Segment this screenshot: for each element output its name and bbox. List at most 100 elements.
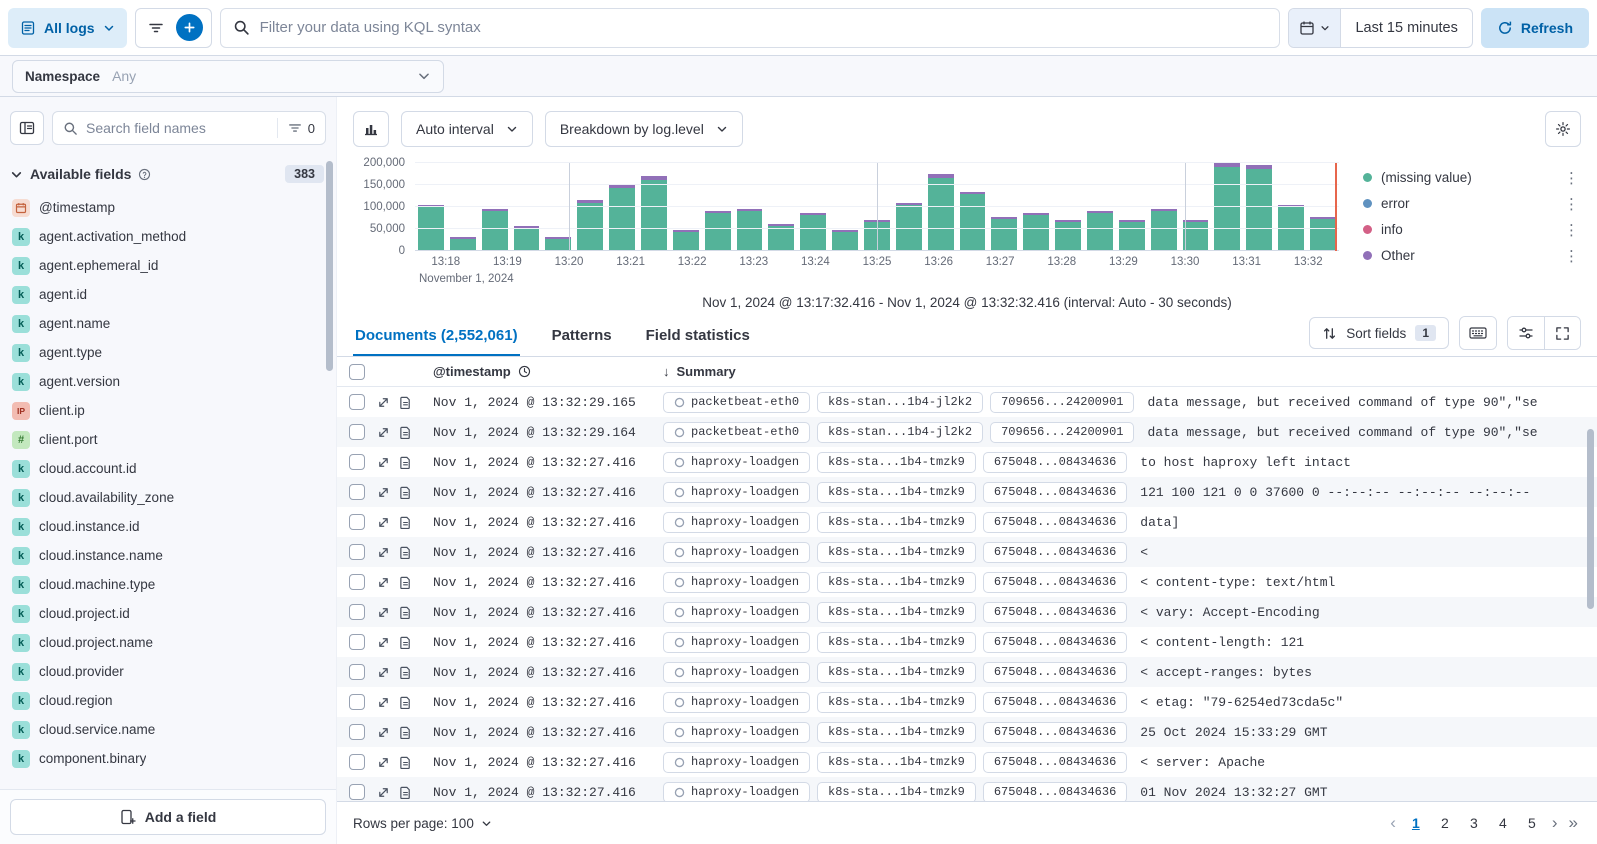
display-options-button[interactable] bbox=[1508, 317, 1544, 349]
pod-badge[interactable]: k8s-sta...1b4-tmzk9 bbox=[817, 541, 976, 563]
fullscreen-button[interactable] bbox=[1544, 317, 1580, 349]
row-checkbox[interactable] bbox=[349, 694, 365, 710]
rows-per-page-button[interactable]: Rows per page: 100 bbox=[353, 816, 492, 831]
view-document-icon[interactable] bbox=[399, 546, 412, 559]
expand-row-icon[interactable] bbox=[377, 756, 390, 769]
chart-visibility-button[interactable] bbox=[353, 111, 389, 147]
field-item-cloud.machine.type[interactable]: k cloud.machine.type bbox=[6, 570, 330, 599]
pod-badge[interactable]: k8s-stan...1b4-jl2k2 bbox=[817, 391, 984, 413]
field-item-agent.activation_method[interactable]: k agent.activation_method bbox=[6, 222, 330, 251]
tab-patterns[interactable]: Patterns bbox=[551, 327, 612, 344]
breakdown-dropdown[interactable]: Breakdown by log.level bbox=[544, 111, 743, 147]
service-badge[interactable]: haproxy-loadgen bbox=[663, 781, 811, 801]
view-document-icon[interactable] bbox=[399, 456, 412, 469]
timestamp-column-header[interactable]: @timestamp bbox=[433, 364, 663, 379]
histogram-bar[interactable] bbox=[638, 163, 670, 251]
row-checkbox[interactable] bbox=[349, 424, 365, 440]
field-search-box[interactable]: 0 bbox=[52, 111, 326, 145]
page-4-button[interactable]: 4 bbox=[1491, 810, 1515, 836]
service-badge[interactable]: haproxy-loadgen bbox=[663, 691, 811, 713]
table-row[interactable]: Nov 1, 2024 @ 13:32:27.416 haproxy-loadge… bbox=[337, 477, 1597, 507]
view-document-icon[interactable] bbox=[399, 486, 412, 499]
row-checkbox[interactable] bbox=[349, 454, 365, 470]
row-checkbox[interactable] bbox=[349, 514, 365, 530]
service-badge[interactable]: haproxy-loadgen bbox=[663, 631, 811, 653]
table-row[interactable]: Nov 1, 2024 @ 13:32:27.416 haproxy-loadge… bbox=[337, 507, 1597, 537]
field-item-cloud.instance.id[interactable]: k cloud.instance.id bbox=[6, 512, 330, 541]
select-all-checkbox[interactable] bbox=[349, 363, 365, 380]
histogram-bar[interactable] bbox=[861, 163, 893, 251]
add-filter-button[interactable] bbox=[175, 14, 203, 41]
pod-badge[interactable]: k8s-sta...1b4-tmzk9 bbox=[817, 691, 976, 713]
histogram-bar[interactable] bbox=[606, 163, 638, 251]
last-page-button[interactable]: » bbox=[1566, 813, 1581, 833]
pod-badge[interactable]: k8s-sta...1b4-tmzk9 bbox=[817, 661, 976, 683]
legend-actions-icon[interactable]: ⋮ bbox=[1564, 169, 1579, 187]
scrollbar-thumb[interactable] bbox=[1587, 429, 1594, 609]
service-badge[interactable]: haproxy-loadgen bbox=[663, 481, 811, 503]
expand-row-icon[interactable] bbox=[377, 636, 390, 649]
service-badge[interactable]: haproxy-loadgen bbox=[663, 721, 811, 743]
table-row[interactable]: Nov 1, 2024 @ 13:32:27.416 haproxy-loadge… bbox=[337, 657, 1597, 687]
pod-badge[interactable]: k8s-stan...1b4-jl2k2 bbox=[817, 421, 984, 443]
field-item-client.ip[interactable]: IP client.ip bbox=[6, 396, 330, 425]
histogram-bar[interactable] bbox=[829, 163, 861, 251]
legend-actions-icon[interactable]: ⋮ bbox=[1564, 221, 1579, 239]
field-item-cloud.region[interactable]: k cloud.region bbox=[6, 686, 330, 715]
legend-item[interactable]: (missing value) ⋮ bbox=[1363, 165, 1583, 190]
service-badge[interactable]: packetbeat-eth0 bbox=[663, 391, 811, 413]
trace-badge[interactable]: 675048...08434636 bbox=[982, 691, 1128, 713]
trace-badge[interactable]: 675048...08434636 bbox=[982, 721, 1128, 743]
field-item-agent.ephemeral_id[interactable]: k agent.ephemeral_id bbox=[6, 251, 330, 280]
previous-page-button[interactable]: ‹ bbox=[1387, 813, 1399, 833]
histogram-bar[interactable] bbox=[1148, 163, 1180, 251]
next-page-button[interactable]: › bbox=[1549, 813, 1561, 833]
trace-badge[interactable]: 675048...08434636 bbox=[982, 481, 1128, 503]
table-row[interactable]: Nov 1, 2024 @ 13:32:27.416 haproxy-loadge… bbox=[337, 537, 1597, 567]
trace-badge[interactable]: 709656...24200901 bbox=[990, 421, 1135, 443]
field-item-component.binary[interactable]: k component.binary bbox=[6, 744, 330, 773]
grid-scrollbar[interactable] bbox=[1587, 393, 1594, 797]
collapse-fields-panel-button[interactable] bbox=[10, 111, 44, 145]
histogram-bar[interactable] bbox=[1180, 163, 1212, 251]
view-document-icon[interactable] bbox=[399, 516, 412, 529]
field-item-client.port[interactable]: # client.port bbox=[6, 425, 330, 454]
histogram-bar[interactable] bbox=[893, 163, 925, 251]
table-row[interactable]: Nov 1, 2024 @ 13:32:29.164 packetbeat-eth… bbox=[337, 417, 1597, 447]
field-item-agent.version[interactable]: k agent.version bbox=[6, 367, 330, 396]
refresh-button[interactable]: Refresh bbox=[1480, 7, 1589, 48]
summary-column-header[interactable]: ↓ Summary bbox=[663, 364, 1597, 379]
row-checkbox[interactable] bbox=[349, 634, 365, 650]
expand-row-icon[interactable] bbox=[377, 486, 390, 499]
view-document-icon[interactable] bbox=[399, 636, 412, 649]
histogram-bar[interactable] bbox=[447, 163, 479, 251]
histogram-bar[interactable] bbox=[702, 163, 734, 251]
legend-item[interactable]: Other ⋮ bbox=[1363, 243, 1583, 268]
row-checkbox[interactable] bbox=[349, 394, 365, 410]
trace-badge[interactable]: 675048...08434636 bbox=[982, 751, 1128, 773]
expand-row-icon[interactable] bbox=[377, 456, 390, 469]
view-document-icon[interactable] bbox=[399, 576, 412, 589]
pod-badge[interactable]: k8s-sta...1b4-tmzk9 bbox=[817, 781, 976, 801]
histogram-bar[interactable] bbox=[670, 163, 702, 251]
field-search-input[interactable] bbox=[86, 120, 269, 136]
histogram-bar[interactable] bbox=[1211, 163, 1243, 251]
pod-badge[interactable]: k8s-sta...1b4-tmzk9 bbox=[817, 451, 976, 473]
view-document-icon[interactable] bbox=[399, 726, 412, 739]
view-document-icon[interactable] bbox=[399, 696, 412, 709]
field-item-@timestamp[interactable]: @timestamp bbox=[6, 193, 330, 222]
trace-badge[interactable]: 675048...08434636 bbox=[982, 541, 1128, 563]
scrollbar-thumb[interactable] bbox=[326, 161, 333, 371]
trace-badge[interactable]: 675048...08434636 bbox=[982, 511, 1128, 533]
expand-row-icon[interactable] bbox=[377, 666, 390, 679]
view-document-icon[interactable] bbox=[399, 606, 412, 619]
sidebar-scrollbar[interactable] bbox=[326, 161, 333, 784]
pod-badge[interactable]: k8s-sta...1b4-tmzk9 bbox=[817, 751, 976, 773]
expand-row-icon[interactable] bbox=[377, 576, 390, 589]
expand-row-icon[interactable] bbox=[377, 606, 390, 619]
histogram-bar[interactable] bbox=[574, 163, 606, 251]
histogram-bar[interactable] bbox=[1243, 163, 1275, 251]
kql-search-bar[interactable] bbox=[219, 7, 1281, 48]
data-view-selector[interactable]: All logs bbox=[8, 7, 127, 48]
trace-badge[interactable]: 675048...08434636 bbox=[982, 631, 1128, 653]
